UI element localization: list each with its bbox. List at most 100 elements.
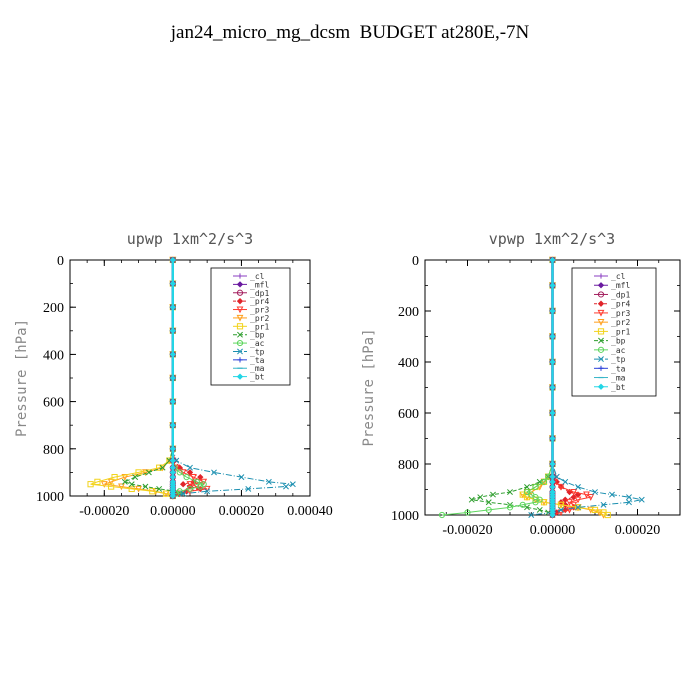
legend-marker: [597, 383, 605, 390]
series-pr2: [100, 256, 177, 500]
data-point: [108, 483, 115, 490]
data-point: [180, 490, 187, 497]
data-point: [238, 474, 245, 481]
legend-label: _cl: [250, 272, 265, 281]
y-tick-label: 1000: [36, 490, 64, 505]
data-point: [591, 506, 599, 513]
data-point: [575, 504, 581, 511]
data-point: [507, 489, 513, 496]
x-tick-label: 0.00000: [530, 523, 576, 538]
legend-marker: [236, 281, 244, 288]
series-line: [441, 260, 553, 516]
data-point: [490, 491, 496, 498]
legend-marker: [598, 365, 604, 371]
legend-label: _pr3: [250, 306, 269, 315]
legend-label: _bt: [250, 373, 265, 382]
series-line: [104, 260, 174, 497]
legend-label: _ac: [611, 346, 626, 355]
data-point: [156, 485, 163, 492]
legend-label: _cl: [611, 272, 626, 281]
legend-label: _pr4: [250, 297, 269, 306]
data-point: [464, 509, 471, 516]
legend-marker: [597, 282, 605, 289]
legend-marker: [598, 273, 604, 279]
legend-marker: [236, 339, 244, 347]
legend-label: _bt: [611, 383, 626, 392]
x-tick-label: 0.00020: [615, 523, 661, 538]
legend-marker: [598, 356, 604, 363]
data-point: [169, 327, 177, 334]
data-point: [118, 483, 125, 491]
data-point: [135, 485, 142, 493]
data-point: [528, 512, 535, 518]
data-point: [107, 478, 115, 486]
y-tick-label: 600: [398, 407, 419, 422]
legend-box: [210, 267, 291, 386]
legend-label: _pr1: [611, 327, 630, 336]
data-point: [87, 481, 94, 488]
data-point: [604, 511, 611, 519]
series-bt: [169, 256, 177, 500]
series-bt: [549, 256, 556, 519]
data-point: [169, 374, 177, 382]
data-point: [94, 478, 101, 485]
legend: _cl_mfl_dp1_pr4_pr3_pr2_pr1_bp_ac_tp_ta_…: [571, 267, 657, 397]
page-title: jan24_micro_mg_dcsm BUDGET at280E,-7N: [170, 22, 530, 43]
data-point: [169, 280, 177, 287]
legend-label: _tp: [250, 347, 265, 356]
data-point: [186, 481, 194, 488]
legend-marker: [598, 337, 604, 344]
legend-label: _pr2: [611, 318, 630, 327]
data-point: [169, 422, 177, 429]
data-point: [468, 496, 475, 503]
data-point: [289, 481, 296, 488]
panel-title: vpwp 1xm^2/s^3: [489, 230, 615, 248]
data-point: [549, 511, 556, 519]
series-pr3: [169, 256, 211, 500]
legend-marker: [597, 346, 605, 353]
legend-label: _ta: [611, 364, 626, 373]
y-tick-label: 0: [57, 254, 64, 269]
data-point: [575, 483, 581, 490]
panel-title: upwp 1xm^2/s^3: [127, 230, 253, 248]
data-point: [587, 494, 595, 501]
data-point: [549, 333, 556, 340]
legend-marker: [236, 297, 244, 305]
legend-label: _ta: [250, 356, 265, 365]
x-tick-label: 0.00020: [219, 504, 265, 519]
legend-marker: [597, 328, 605, 335]
data-point: [562, 478, 569, 485]
data-point: [485, 506, 492, 513]
data-point: [626, 494, 632, 501]
data-point: [142, 483, 149, 490]
data-point: [128, 485, 135, 493]
x-tick-label: -0.00020: [442, 523, 492, 538]
data-point: [549, 282, 556, 289]
y-axis-label: Pressure [hPa]: [361, 328, 377, 446]
legend-marker: [597, 319, 605, 326]
data-point: [519, 501, 526, 508]
data-point: [135, 469, 142, 476]
data-point: [626, 499, 632, 506]
data-point: [169, 256, 177, 264]
y-tick-label: 600: [43, 396, 64, 411]
legend-label: _bp: [250, 331, 265, 340]
data-point: [100, 481, 108, 488]
data-point: [549, 435, 556, 442]
series-line: [172, 260, 208, 497]
legend-label: _dp1: [250, 289, 269, 298]
data-point: [558, 506, 564, 513]
data-point: [540, 478, 548, 485]
legend-marker: [597, 291, 605, 298]
data-point: [245, 485, 252, 492]
data-point: [211, 469, 217, 476]
panel-upwp: upwp 1xm^2/s^3 Pressure [hPa] -0.00020 0.00…: [14, 230, 333, 519]
y-tick-label: 400: [43, 348, 64, 363]
x-tick-label: 0.00040: [287, 504, 333, 519]
data-point: [132, 474, 139, 481]
data-point: [532, 483, 539, 491]
data-point: [549, 256, 556, 264]
data-point: [485, 499, 492, 506]
data-point: [566, 506, 573, 514]
